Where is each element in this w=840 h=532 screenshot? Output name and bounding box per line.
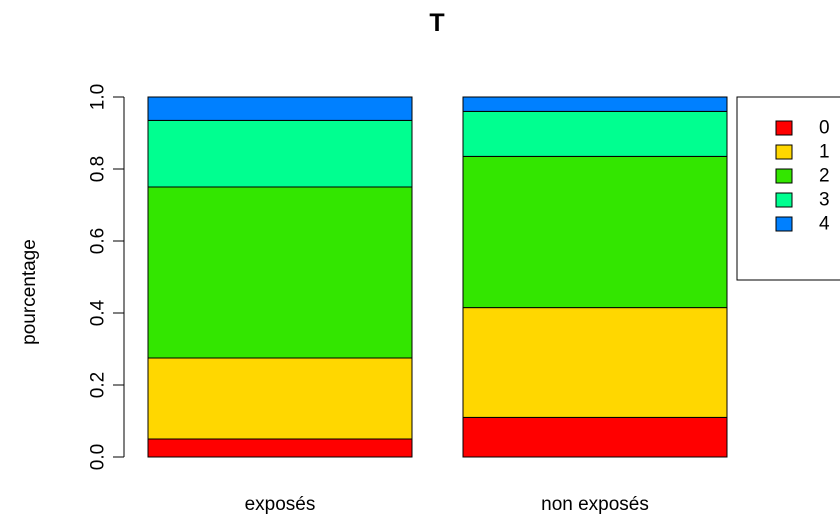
y-tick-label: 0.8	[88, 156, 109, 182]
bar-segment	[462, 307, 728, 418]
legend-label: 4	[819, 214, 830, 235]
bar-segment	[147, 438, 413, 458]
y-tick-label: 1.0	[88, 84, 109, 110]
legend: 0 1 2 3 4	[736, 96, 840, 281]
legend-swatch	[775, 216, 793, 232]
legend-swatch	[775, 168, 793, 184]
x-category-label: exposés	[245, 494, 316, 515]
bar-segment	[147, 186, 413, 359]
y-axis-label: pourcentage	[19, 239, 40, 345]
y-tick-label: 0.0	[88, 444, 109, 470]
bar-segment	[462, 155, 728, 309]
bar-segment	[147, 96, 413, 121]
bar-segment	[147, 357, 413, 440]
bar-segment	[462, 110, 728, 157]
legend-swatch	[775, 144, 793, 160]
y-tick-label: 0.2	[88, 372, 109, 398]
legend-label: 0	[819, 118, 830, 139]
legend-swatch	[775, 192, 793, 208]
y-axis: 0.0 0.2 0.4 0.6 0.8 1.0	[88, 84, 125, 470]
bar-segment	[462, 96, 728, 112]
bars-group	[147, 96, 728, 458]
y-tick-label: 0.4	[88, 299, 109, 326]
legend-label: 1	[819, 142, 830, 163]
legend-label: 2	[819, 166, 830, 187]
bar-segment	[462, 416, 728, 458]
x-category-label: non exposés	[541, 494, 649, 515]
x-axis-labels: exposés non exposés	[245, 494, 649, 515]
chart-title: T	[429, 9, 444, 37]
bar-segment	[147, 119, 413, 188]
y-tick-label: 0.6	[88, 228, 109, 254]
legend-label: 3	[819, 190, 830, 211]
legend-swatch	[775, 120, 793, 136]
